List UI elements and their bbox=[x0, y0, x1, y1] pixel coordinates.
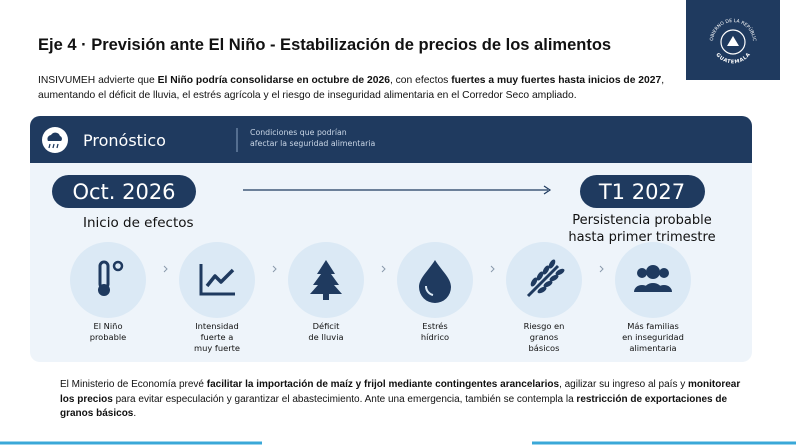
item-label: en inseguridad bbox=[622, 332, 684, 342]
icon bbox=[526, 264, 560, 298]
cloud bbox=[47, 132, 62, 141]
icon bbox=[419, 260, 451, 303]
text: INSIVUMEH advierte que bbox=[38, 75, 158, 86]
subtitle-line: afectar la seguridad alimentaria bbox=[250, 139, 375, 148]
icon bbox=[530, 277, 538, 287]
arrow-head bbox=[543, 185, 552, 195]
icon bbox=[637, 268, 647, 278]
text: , agilizar su ingreso al país y bbox=[559, 379, 689, 390]
end-caption: hasta primer trimestre bbox=[568, 230, 715, 245]
chevron bbox=[272, 265, 277, 273]
text: para evitar especulación y garantizar el… bbox=[112, 393, 577, 405]
chevron bbox=[490, 265, 495, 273]
item-label: probable bbox=[90, 332, 127, 342]
text: . bbox=[133, 408, 137, 419]
item-label: básicos bbox=[529, 343, 560, 353]
icon bbox=[537, 286, 547, 294]
icon bbox=[548, 259, 556, 269]
footer: El Ministerio de Economía prevé facilita… bbox=[60, 378, 750, 422]
panel-header bbox=[30, 116, 752, 163]
icon bbox=[543, 280, 553, 288]
chevron bbox=[163, 265, 168, 273]
item-label: alimentaria bbox=[629, 343, 676, 353]
text: , aumentando el déficit de lluvia, el es… bbox=[38, 75, 665, 101]
item-label: de lluvia bbox=[308, 332, 343, 342]
item-label: muy fuerte bbox=[194, 343, 240, 353]
intro: INSIVUMEH advierte que El Niño podría co… bbox=[38, 73, 678, 103]
icon bbox=[199, 264, 235, 296]
start-date: Oct. 2026 bbox=[72, 180, 175, 204]
item-label: fuerte a bbox=[201, 332, 234, 342]
item-label: hídrico bbox=[421, 332, 449, 342]
rain bbox=[48, 143, 59, 149]
panel-subtitle: Condiciones que podrían afectar la seguri… bbox=[250, 128, 375, 148]
icon bbox=[646, 265, 660, 279]
icon bbox=[549, 274, 559, 282]
item-label: granos bbox=[530, 332, 558, 342]
item-label: Déficit bbox=[313, 321, 341, 331]
logo-bird bbox=[727, 36, 739, 46]
title: Eje 4 · Previsión ante El Niño - Estabil… bbox=[38, 36, 612, 54]
bold-text: El Niño podría consolidarse en octubre d… bbox=[157, 75, 390, 86]
subtitle-line: Condiciones que podrían bbox=[250, 128, 347, 137]
logo-emblem bbox=[720, 29, 746, 55]
panel-title: Pronóstico bbox=[83, 131, 166, 150]
text: , con efectos bbox=[389, 75, 452, 86]
icon bbox=[205, 268, 235, 288]
icon bbox=[536, 271, 544, 281]
end-pill bbox=[580, 175, 705, 208]
icon bbox=[643, 283, 663, 292]
start-caption: Inicio de efectos bbox=[83, 215, 194, 231]
end-caption: Persistencia probable bbox=[572, 213, 711, 228]
captions: Inicio de efectos Persistencia probable ha… bbox=[83, 213, 716, 245]
item-label: Intensidad bbox=[195, 321, 239, 331]
item-circle bbox=[615, 242, 691, 318]
icon bbox=[542, 265, 550, 275]
icon bbox=[555, 268, 565, 276]
end-date: T1 2027 bbox=[598, 180, 685, 204]
bold-text: restricción de exportaciones de granos b… bbox=[60, 393, 728, 420]
item-label: Riesgo en bbox=[524, 321, 565, 331]
start-pill bbox=[52, 175, 196, 208]
item-label: Más familias bbox=[627, 321, 679, 331]
bold-text: facilitar la importación de maíz y frijo… bbox=[206, 379, 560, 390]
bold-text: monitorear los precios bbox=[60, 379, 741, 405]
text: El Ministerio de Economía prevé bbox=[60, 379, 207, 390]
icon bbox=[310, 260, 342, 300]
icon bbox=[98, 284, 110, 296]
item-label: El Niño bbox=[93, 321, 122, 331]
icon bbox=[659, 268, 669, 278]
item-label: Estrés bbox=[422, 321, 447, 331]
chevron bbox=[381, 265, 386, 273]
chevron bbox=[599, 265, 604, 273]
icon bbox=[424, 285, 434, 296]
icon bbox=[112, 260, 124, 272]
bold-text: fuertes a muy fuertes hasta inicios de 2… bbox=[451, 75, 662, 86]
